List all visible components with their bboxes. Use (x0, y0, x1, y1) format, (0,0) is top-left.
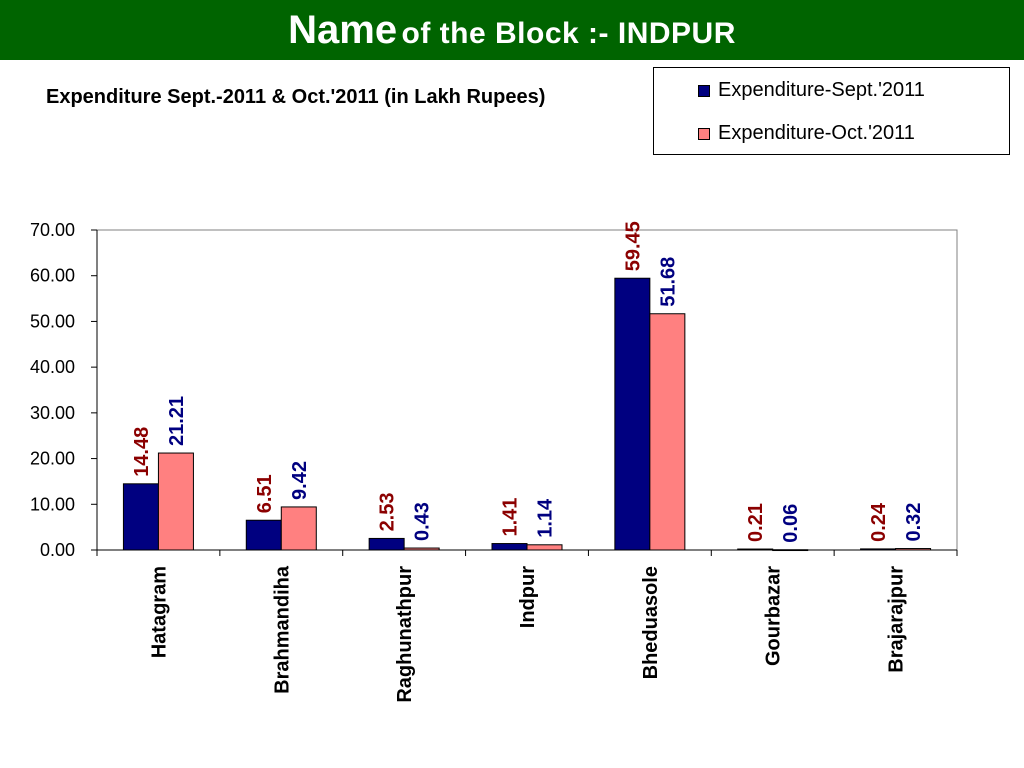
y-tick-label: 0.00 (40, 540, 75, 560)
data-label-sept: 14.48 (131, 427, 153, 477)
y-tick-label: 20.00 (30, 449, 75, 469)
bar-oct (403, 547, 440, 551)
data-label-oct: 51.68 (657, 257, 679, 307)
bar-sept (614, 277, 651, 551)
legend-label-oct: Expenditure-Oct.'2011 (718, 122, 915, 144)
legend-swatch-sept (698, 84, 710, 97)
data-label-sept: 1.41 (500, 498, 522, 537)
bar-sept (737, 548, 774, 551)
chart-legend: Expenditure-Sept.'2011 Expenditure-Oct.'… (653, 67, 1010, 155)
page-title: Name of the Block :- INDPUR (288, 8, 736, 53)
data-label-sept: 2.53 (377, 492, 399, 531)
y-tick-label: 50.00 (30, 311, 75, 331)
data-label-sept: 0.24 (868, 502, 890, 542)
chart-title: Expenditure Sept.-2011 & Oct.'2011 (in L… (46, 86, 546, 108)
bar-oct (895, 548, 932, 551)
header-banner: Name of the Block :- INDPUR (0, 0, 1024, 60)
data-label-oct: 0.43 (412, 502, 434, 541)
page-title-main: Name (288, 7, 398, 52)
y-tick-label: 30.00 (30, 403, 75, 423)
x-category-label: Bheduasole (640, 566, 662, 679)
legend-swatch-oct (698, 127, 710, 140)
bar-sept (491, 543, 528, 551)
data-label-oct: 21.21 (166, 396, 188, 446)
bar-oct (280, 506, 317, 551)
data-label-sept: 0.21 (745, 503, 767, 542)
x-category-label: Raghunathpur (394, 566, 416, 703)
legend-item-sept: Expenditure-Sept.'2011 (698, 79, 925, 102)
bar-oct (526, 544, 563, 551)
plot-area (96, 229, 958, 551)
data-label-oct: 0.32 (903, 503, 925, 542)
data-label-oct: 1.14 (535, 498, 557, 538)
data-label-sept: 59.45 (622, 221, 644, 271)
x-category-label: Brajarajpur (886, 566, 908, 673)
legend-item-oct: Expenditure-Oct.'2011 (698, 122, 915, 145)
page-title-rest: of the Block :- INDPUR (401, 16, 736, 50)
bar-sept (368, 537, 405, 551)
data-label-oct: 0.06 (780, 504, 802, 543)
bar-sept (245, 519, 282, 551)
x-category-label: Indpur (517, 566, 539, 628)
y-tick-label: 40.00 (30, 357, 75, 377)
bar-sept (122, 483, 159, 551)
bar-oct (649, 313, 686, 551)
bar-oct (157, 452, 194, 551)
data-label-sept: 6.51 (254, 474, 276, 513)
y-tick-label: 60.00 (30, 266, 75, 286)
data-label-oct: 9.42 (289, 461, 311, 500)
x-category-label: Gourbazar (763, 566, 785, 666)
y-tick-label: 10.00 (30, 494, 75, 514)
legend-label-sept: Expenditure-Sept.'2011 (718, 79, 925, 101)
bar-sept (860, 548, 897, 551)
x-category-label: Hatagram (148, 566, 170, 658)
bar-oct (772, 549, 809, 552)
y-tick-label: 70.00 (30, 220, 75, 240)
x-category-label: Brahmandiha (271, 565, 293, 694)
